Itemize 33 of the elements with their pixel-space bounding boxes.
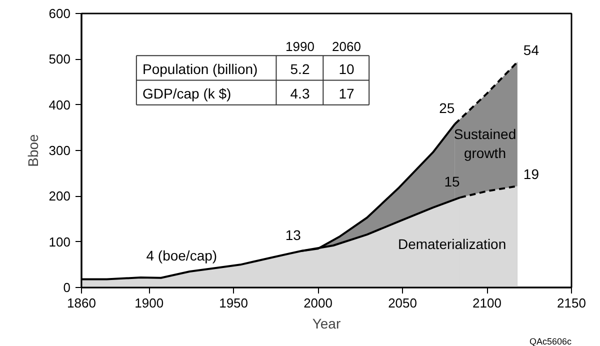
annotation: 54 xyxy=(523,42,540,58)
annotation: Population (billion) xyxy=(142,60,258,77)
x-tick-label: 2150 xyxy=(557,296,586,310)
annotation: 17 xyxy=(338,85,354,102)
y-tick-label: 100 xyxy=(48,234,71,250)
x-tick-label: 2050 xyxy=(388,296,417,310)
annotation: 10 xyxy=(338,60,354,77)
x-tick-label: 1950 xyxy=(219,296,248,310)
x-tick-label: 2000 xyxy=(304,296,333,310)
series-label: Dematerialization xyxy=(398,236,506,252)
annotation: 4 (boe/cap) xyxy=(146,248,218,264)
y-tick-label: 600 xyxy=(48,6,71,21)
y-tick-label: 300 xyxy=(48,143,71,158)
x-axis-title: Year xyxy=(312,316,341,332)
annotation: 1990 xyxy=(286,39,314,54)
x-tick-label: 1900 xyxy=(134,296,164,310)
annotation: 2060 xyxy=(332,39,361,54)
y-axis-title: Bboe xyxy=(24,134,41,167)
annotation: 5.2 xyxy=(290,60,310,77)
annotation: 25 xyxy=(439,100,455,116)
annotation: GDP/cap (k $) xyxy=(142,85,232,102)
annotation: 19 xyxy=(523,166,540,182)
x-tick-label: 1860 xyxy=(67,296,96,310)
annotation: 15 xyxy=(444,174,460,190)
annotation: 4.3 xyxy=(290,85,310,102)
y-tick-label: 500 xyxy=(48,52,71,67)
y-tick-label: 200 xyxy=(48,188,71,204)
x-tick-label: 2100 xyxy=(472,296,502,310)
series-label: Sustained growth xyxy=(454,126,516,162)
text: QAc5606c xyxy=(529,336,572,346)
y-tick-label: 400 xyxy=(48,97,71,112)
y-tick-label: 0 xyxy=(63,280,71,295)
annotation: 13 xyxy=(285,226,302,243)
